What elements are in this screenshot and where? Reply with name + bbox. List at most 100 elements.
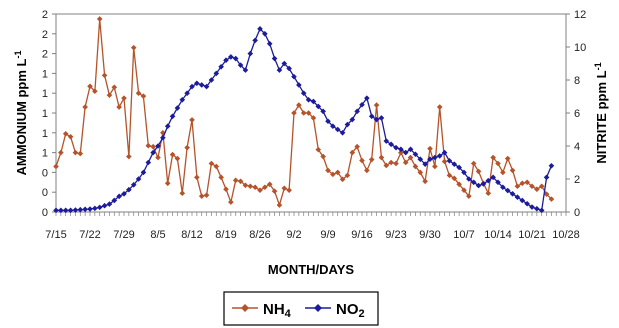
left-tick-label: 2 [42, 29, 48, 41]
left-tick-label: 1 [42, 128, 48, 140]
data-point-no2 [208, 77, 215, 83]
data-point-no2 [364, 95, 370, 101]
data-point-nh4 [252, 184, 258, 191]
data-point-no2 [344, 121, 351, 128]
left-tick-label: 2 [42, 9, 48, 21]
data-point-nh4 [135, 90, 142, 96]
data-point-nh4 [543, 191, 550, 197]
left-tick-label: 0 [42, 187, 48, 199]
data-point-no2 [291, 73, 297, 80]
data-point-no2 [189, 83, 195, 90]
data-point-nh4 [247, 183, 254, 190]
data-point-nh4 [466, 193, 472, 199]
data-point-no2 [436, 153, 443, 159]
data-point-nh4 [271, 188, 278, 195]
data-point-nh4 [130, 44, 137, 51]
data-point-no2 [524, 200, 530, 207]
data-point-nh4 [101, 72, 108, 79]
x-tick-label: 9/23 [385, 229, 406, 241]
data-point-nh4 [198, 193, 205, 199]
legend-label-nh4: NH4 [263, 301, 292, 320]
data-point-no2 [529, 204, 535, 210]
data-point-no2 [441, 149, 448, 156]
data-point-no2 [232, 55, 239, 62]
right-tick-label: 0 [574, 207, 580, 219]
data-point-nh4 [286, 187, 292, 194]
data-point-no2 [300, 90, 307, 96]
data-point-nh4 [359, 157, 365, 164]
data-point-nh4 [223, 186, 229, 193]
data-point-nh4 [495, 160, 501, 167]
data-point-no2 [495, 179, 501, 186]
data-point-no2 [155, 143, 161, 149]
data-point-nh4 [281, 185, 288, 192]
data-point-nh4 [96, 16, 103, 22]
data-point-no2 [310, 98, 317, 105]
data-point-no2 [252, 37, 258, 44]
x-tick-label: 8/5 [150, 229, 165, 241]
right-tick-label: 4 [574, 141, 580, 153]
left-tick-label: 1 [42, 108, 48, 120]
legend-marker-no2 [314, 304, 322, 312]
data-point-nh4 [213, 163, 220, 170]
data-point-no2 [194, 80, 200, 87]
data-point-no2 [407, 146, 414, 153]
data-point-nh4 [373, 102, 380, 108]
data-point-no2 [417, 156, 424, 162]
data-point-nh4 [62, 130, 69, 137]
data-point-nh4 [485, 190, 492, 196]
data-point-no2 [538, 207, 545, 214]
x-tick-label: 10/21 [518, 229, 546, 241]
data-point-nh4 [72, 149, 79, 156]
data-point-no2 [62, 207, 69, 214]
left-tick-label: 1 [42, 88, 48, 100]
data-point-nh4 [470, 160, 477, 167]
data-point-no2 [325, 118, 331, 125]
data-point-no2 [101, 202, 108, 209]
data-point-nh4 [339, 176, 346, 183]
data-point-nh4 [490, 154, 496, 161]
data-point-no2 [305, 97, 312, 103]
left-tick-label: 0 [42, 207, 48, 219]
data-point-nh4 [203, 192, 210, 198]
data-point-nh4 [58, 149, 64, 156]
data-point-no2 [485, 177, 492, 184]
data-point-nh4 [140, 93, 147, 99]
data-point-no2 [456, 164, 462, 171]
data-point-nh4 [398, 149, 404, 156]
data-point-nh4 [77, 150, 84, 157]
left-tick-label: 0 [42, 167, 48, 179]
data-point-nh4 [257, 187, 263, 194]
x-tick-label: 10/14 [484, 229, 512, 241]
x-tick-label: 10/7 [453, 229, 474, 241]
data-point-nh4 [325, 167, 331, 174]
data-point-nh4 [412, 163, 419, 170]
data-point-no2 [266, 40, 273, 47]
right-tick-label: 10 [574, 42, 586, 54]
data-point-no2 [160, 134, 166, 141]
data-point-no2 [339, 130, 346, 136]
data-point-no2 [422, 161, 428, 167]
data-point-nh4 [145, 142, 152, 149]
data-point-nh4 [111, 84, 118, 91]
data-point-no2 [393, 144, 399, 151]
data-point-nh4 [427, 145, 433, 152]
data-point-no2 [145, 159, 152, 166]
data-point-nh4 [266, 181, 273, 188]
data-point-no2 [388, 141, 394, 148]
data-point-nh4 [451, 175, 458, 182]
data-point-no2 [130, 181, 137, 188]
right-axis-ticks: 0 2 4 6 8 10 12 [566, 9, 586, 219]
left-axis-ticks: 0 0 0 1 1 1 1 1 2 2 2 [42, 9, 56, 219]
data-point-no2 [67, 207, 74, 214]
data-point-nh4 [53, 163, 59, 170]
data-point-nh4 [475, 168, 482, 175]
x-axis-ticks: 7/15 7/22 7/29 8/5 8/12 8/19 8/26 9/2 9/9 9/16 9/2… [45, 212, 580, 241]
data-point-no2 [111, 197, 118, 204]
data-point-no2 [349, 116, 356, 123]
data-point-no2 [87, 206, 93, 212]
left-tick-label: 1 [42, 68, 48, 80]
data-point-no2 [296, 82, 302, 88]
data-point-no2 [126, 186, 132, 193]
right-tick-label: 2 [574, 174, 580, 186]
